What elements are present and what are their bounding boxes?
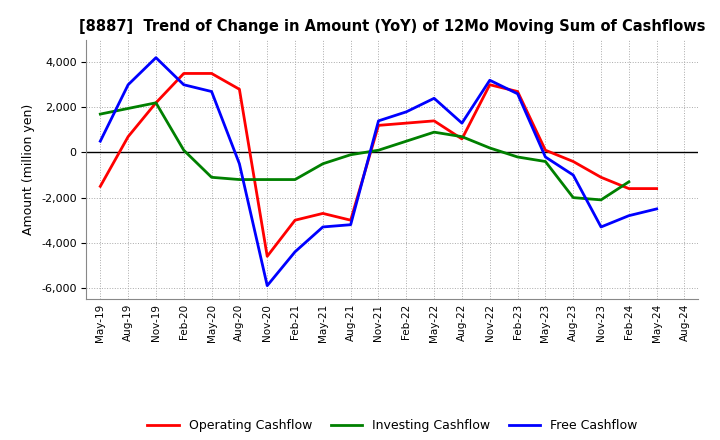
Investing Cashflow [513, 154, 522, 160]
Free Cashflow [458, 121, 467, 126]
Operating Cashflow [291, 217, 300, 223]
Free Cashflow [207, 89, 216, 94]
Investing Cashflow [374, 147, 383, 153]
Operating Cashflow [152, 100, 161, 106]
Free Cashflow [124, 82, 132, 88]
Operating Cashflow [374, 123, 383, 128]
Free Cashflow [569, 172, 577, 178]
Operating Cashflow [513, 89, 522, 94]
Operating Cashflow [652, 186, 661, 191]
Free Cashflow [624, 213, 633, 218]
Operating Cashflow [263, 254, 271, 259]
Investing Cashflow [541, 159, 550, 164]
Operating Cashflow [597, 175, 606, 180]
Free Cashflow [430, 95, 438, 101]
Free Cashflow [96, 139, 104, 144]
Free Cashflow [318, 224, 327, 230]
Free Cashflow [485, 77, 494, 83]
Investing Cashflow [263, 177, 271, 182]
Free Cashflow [179, 82, 188, 88]
Investing Cashflow [458, 134, 467, 139]
Line: Operating Cashflow: Operating Cashflow [100, 73, 657, 257]
Investing Cashflow [235, 177, 243, 182]
Investing Cashflow [291, 177, 300, 182]
Operating Cashflow [318, 211, 327, 216]
Operating Cashflow [124, 134, 132, 139]
Free Cashflow [346, 222, 355, 227]
Investing Cashflow [207, 175, 216, 180]
Investing Cashflow [318, 161, 327, 166]
Investing Cashflow [152, 100, 161, 106]
Operating Cashflow [624, 186, 633, 191]
Line: Investing Cashflow: Investing Cashflow [100, 103, 629, 200]
Operating Cashflow [346, 217, 355, 223]
Free Cashflow [402, 109, 410, 114]
Operating Cashflow [96, 183, 104, 189]
Operating Cashflow [402, 121, 410, 126]
Free Cashflow [374, 118, 383, 124]
Operating Cashflow [235, 87, 243, 92]
Investing Cashflow [179, 147, 188, 153]
Line: Free Cashflow: Free Cashflow [100, 58, 657, 286]
Operating Cashflow [541, 147, 550, 153]
Free Cashflow [291, 249, 300, 254]
Investing Cashflow [624, 179, 633, 184]
Title: [8887]  Trend of Change in Amount (YoY) of 12Mo Moving Sum of Cashflows: [8887] Trend of Change in Amount (YoY) o… [79, 19, 706, 34]
Investing Cashflow [430, 129, 438, 135]
Operating Cashflow [569, 159, 577, 164]
Operating Cashflow [207, 71, 216, 76]
Operating Cashflow [179, 71, 188, 76]
Investing Cashflow [569, 195, 577, 200]
Investing Cashflow [402, 139, 410, 144]
Investing Cashflow [597, 197, 606, 202]
Investing Cashflow [485, 145, 494, 150]
Operating Cashflow [430, 118, 438, 124]
Operating Cashflow [458, 136, 467, 142]
Free Cashflow [513, 91, 522, 96]
Free Cashflow [235, 161, 243, 166]
Operating Cashflow [485, 82, 494, 88]
Free Cashflow [652, 206, 661, 212]
Free Cashflow [597, 224, 606, 230]
Y-axis label: Amount (million yen): Amount (million yen) [22, 104, 35, 235]
Free Cashflow [263, 283, 271, 288]
Investing Cashflow [124, 106, 132, 111]
Free Cashflow [541, 154, 550, 160]
Investing Cashflow [346, 152, 355, 158]
Free Cashflow [152, 55, 161, 60]
Investing Cashflow [96, 111, 104, 117]
Legend: Operating Cashflow, Investing Cashflow, Free Cashflow: Operating Cashflow, Investing Cashflow, … [143, 414, 642, 437]
